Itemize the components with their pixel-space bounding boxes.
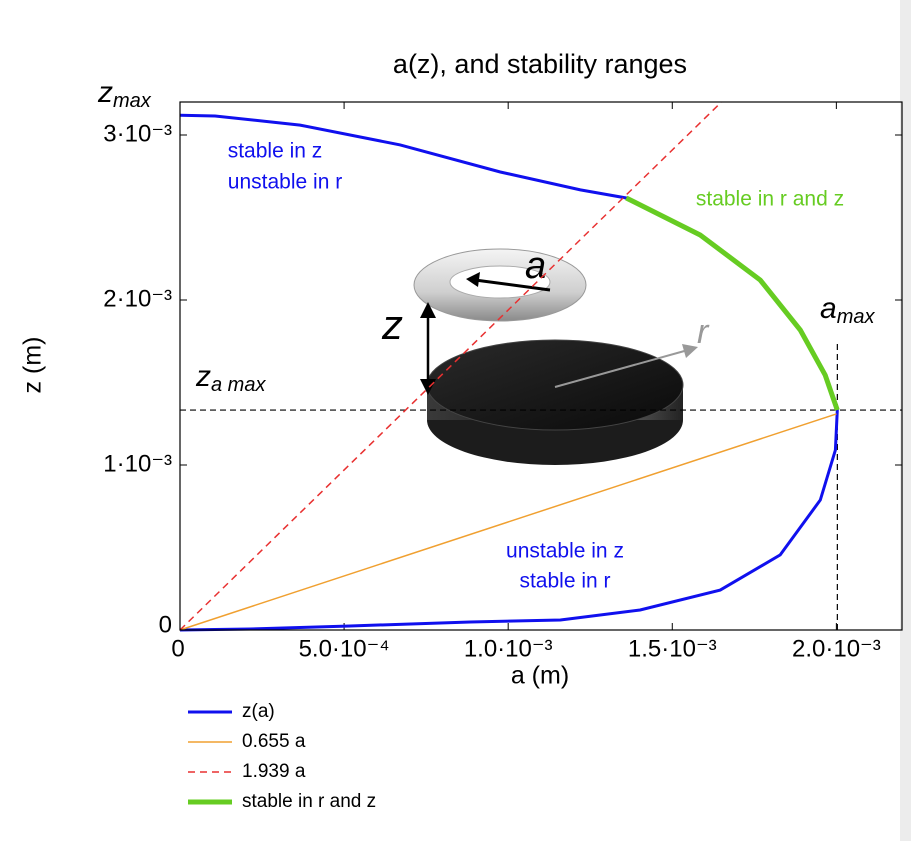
legend-label: z(a) xyxy=(242,701,275,722)
z-max-label: zmax xyxy=(97,76,152,112)
label-base: a xyxy=(820,292,837,325)
side-strip xyxy=(900,0,911,841)
inset-illustration: a z r xyxy=(381,245,710,465)
a-max-label: amax xyxy=(820,292,875,328)
annotation: unstable in z xyxy=(506,540,624,563)
y-tick-label: 2·10⁻³ xyxy=(103,285,172,312)
label-base: z xyxy=(97,76,113,109)
series-line xyxy=(625,195,840,411)
x-tick-label: 1.0·10⁻³ xyxy=(464,635,553,662)
annotation: stable in r xyxy=(519,570,610,593)
x-tick-label: 2.0·10⁻³ xyxy=(792,635,881,662)
y-axis-label: z (m) xyxy=(19,337,47,394)
arrowhead xyxy=(420,302,436,318)
x-tick-label: 1.5·10⁻³ xyxy=(628,635,717,662)
chart-title: a(z), and stability ranges xyxy=(393,49,687,79)
y-tick-label: 3·10⁻³ xyxy=(103,120,172,147)
label-sub: a max xyxy=(211,374,266,396)
series-line xyxy=(179,413,837,631)
label-base: z xyxy=(195,360,211,393)
annotation: stable in z xyxy=(228,140,323,163)
annotation: unstable in r xyxy=(228,171,342,194)
plot-frame xyxy=(179,101,903,631)
inset-label: a xyxy=(525,245,546,287)
y-tick-label: 0 xyxy=(159,611,172,638)
x-tick-label: 5.0·10⁻⁴ xyxy=(299,635,390,662)
arrowhead xyxy=(682,344,698,358)
a-arrow xyxy=(474,278,551,292)
legend-label: stable in r and z xyxy=(242,791,376,812)
label-sub: max xyxy=(113,90,152,112)
inset-label: r xyxy=(697,313,710,351)
disk-top xyxy=(426,339,684,431)
arrowhead xyxy=(420,379,436,395)
y-tick-label: 1·10⁻³ xyxy=(103,450,172,477)
inset-label: z xyxy=(381,301,403,348)
z-a-max-label: za max xyxy=(195,360,266,396)
legend-label: 0.655 a xyxy=(242,731,306,752)
arrowhead xyxy=(466,272,480,287)
legend-label: 1.939 a xyxy=(242,761,306,782)
x-axis-label: a (m) xyxy=(511,662,569,690)
label-sub: max xyxy=(837,306,876,328)
annotation: stable in r and z xyxy=(696,188,844,211)
x-tick-label: 0 xyxy=(171,635,184,662)
r-arrow xyxy=(554,349,689,388)
series-line xyxy=(179,101,723,631)
